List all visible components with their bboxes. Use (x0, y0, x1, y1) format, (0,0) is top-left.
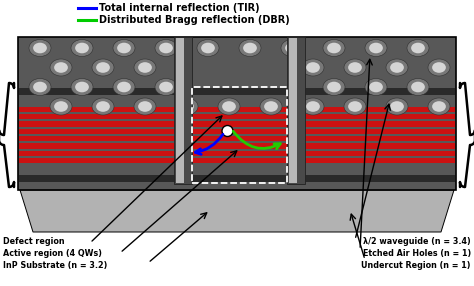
Ellipse shape (281, 39, 303, 57)
Bar (19, 158, 455, 163)
Ellipse shape (33, 43, 47, 53)
Bar (19, 143, 455, 149)
Ellipse shape (285, 43, 299, 53)
Ellipse shape (155, 39, 177, 57)
Ellipse shape (33, 82, 47, 92)
Ellipse shape (386, 98, 408, 115)
Bar (19, 151, 455, 156)
Polygon shape (20, 190, 454, 232)
Ellipse shape (176, 98, 198, 115)
Ellipse shape (348, 62, 362, 73)
Ellipse shape (71, 78, 93, 96)
Ellipse shape (218, 98, 240, 115)
Ellipse shape (134, 59, 156, 76)
Ellipse shape (92, 59, 114, 76)
Ellipse shape (117, 82, 131, 92)
Ellipse shape (75, 43, 89, 53)
Ellipse shape (113, 78, 135, 96)
Ellipse shape (365, 78, 387, 96)
Bar (19, 129, 455, 134)
Bar (19, 136, 455, 141)
Ellipse shape (75, 82, 89, 92)
Ellipse shape (411, 82, 425, 92)
Ellipse shape (159, 82, 173, 92)
Ellipse shape (54, 101, 68, 112)
Ellipse shape (323, 39, 345, 57)
Bar (174, 37, 192, 184)
Ellipse shape (243, 43, 257, 53)
Text: λ/2 waveguide (n = 3.4): λ/2 waveguide (n = 3.4) (363, 237, 471, 246)
Ellipse shape (386, 59, 408, 76)
Ellipse shape (239, 39, 261, 57)
Ellipse shape (369, 43, 383, 53)
Ellipse shape (344, 59, 366, 76)
Ellipse shape (222, 101, 236, 112)
Ellipse shape (201, 43, 215, 53)
Ellipse shape (428, 98, 450, 115)
Text: Etched Air Holes (n = 1): Etched Air Holes (n = 1) (363, 249, 471, 258)
Text: Total internal reflection (TIR): Total internal reflection (TIR) (99, 3, 260, 13)
Bar (19, 121, 455, 127)
Ellipse shape (411, 43, 425, 53)
Bar (19, 114, 455, 120)
Ellipse shape (348, 101, 362, 112)
Ellipse shape (428, 59, 450, 76)
Ellipse shape (432, 101, 446, 112)
Bar (19, 88, 455, 95)
Ellipse shape (138, 101, 152, 112)
Ellipse shape (323, 78, 345, 96)
Ellipse shape (54, 62, 68, 73)
Ellipse shape (306, 62, 320, 73)
Ellipse shape (302, 98, 324, 115)
Ellipse shape (96, 62, 110, 73)
Ellipse shape (407, 78, 429, 96)
Bar (18, 37, 456, 190)
Ellipse shape (390, 62, 404, 73)
Bar (176, 38, 184, 183)
Ellipse shape (29, 78, 51, 96)
Bar (19, 107, 455, 112)
Ellipse shape (96, 101, 110, 112)
Ellipse shape (390, 101, 404, 112)
Text: InP Substrate (n = 3.2): InP Substrate (n = 3.2) (3, 261, 108, 270)
Ellipse shape (432, 62, 446, 73)
Ellipse shape (29, 39, 51, 57)
Ellipse shape (155, 78, 177, 96)
Ellipse shape (138, 62, 152, 73)
Circle shape (222, 126, 233, 136)
Ellipse shape (260, 98, 282, 115)
Ellipse shape (197, 39, 219, 57)
Bar (287, 37, 305, 184)
Ellipse shape (327, 82, 341, 92)
Ellipse shape (50, 98, 72, 115)
Ellipse shape (365, 39, 387, 57)
Ellipse shape (117, 43, 131, 53)
Text: Defect region: Defect region (3, 237, 64, 246)
Text: Distributed Bragg reflection (DBR): Distributed Bragg reflection (DBR) (99, 15, 290, 25)
Ellipse shape (344, 98, 366, 115)
Ellipse shape (369, 82, 383, 92)
Ellipse shape (92, 98, 114, 115)
Bar (192, 87, 287, 183)
Text: Undercut Region (n = 1): Undercut Region (n = 1) (362, 261, 471, 270)
Ellipse shape (264, 101, 278, 112)
Bar (19, 175, 455, 182)
Ellipse shape (71, 39, 93, 57)
Ellipse shape (407, 39, 429, 57)
Text: Active region (4 QWs): Active region (4 QWs) (3, 249, 102, 258)
Ellipse shape (113, 39, 135, 57)
Ellipse shape (180, 101, 194, 112)
Ellipse shape (134, 98, 156, 115)
Ellipse shape (159, 43, 173, 53)
Ellipse shape (327, 43, 341, 53)
Ellipse shape (306, 101, 320, 112)
Ellipse shape (302, 59, 324, 76)
Ellipse shape (50, 59, 72, 76)
Bar (289, 38, 297, 183)
